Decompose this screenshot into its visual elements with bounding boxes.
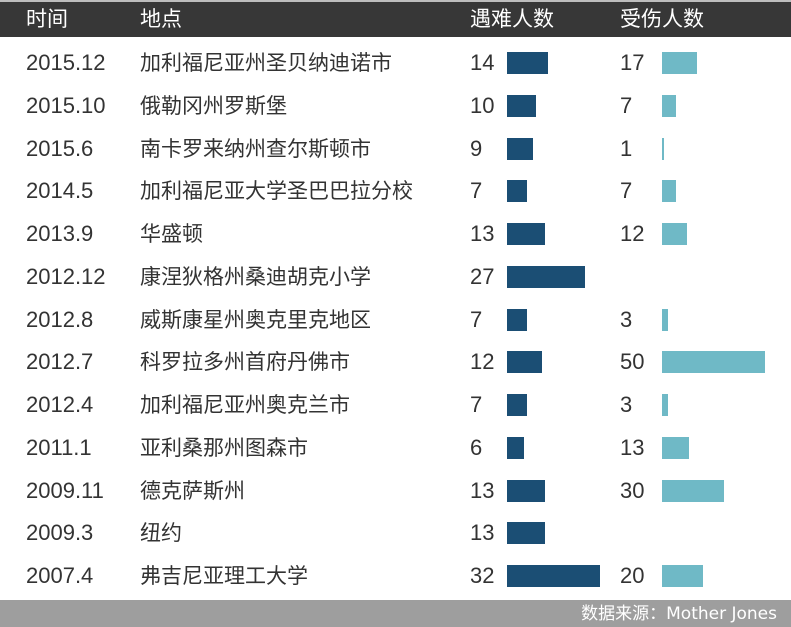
row-killed-value: 13 — [470, 520, 495, 546]
row-place: 亚利桑那州图森市 — [140, 435, 308, 460]
killed-bar — [507, 265, 586, 288]
row-injured-value: 20 — [620, 563, 645, 588]
row-injured-value: 1 — [620, 135, 633, 161]
injured-bar — [662, 308, 669, 331]
injured-bar — [662, 223, 687, 245]
header-time: 时间 — [26, 7, 68, 31]
table-row: 2012.7 科罗拉多州首府丹佛市 12 50 — [0, 341, 791, 384]
row-date: 2014.5 — [26, 178, 94, 204]
footer: 数据来源：Mother Jones — [0, 600, 791, 627]
injured-bar — [662, 479, 724, 502]
row-date: 2011.1 — [26, 434, 92, 460]
killed-bar — [507, 565, 600, 587]
header-killed: 遇难人数 — [470, 7, 554, 31]
table-row: 2015.12 加利福尼亚州圣贝纳迪诺市 14 17 — [0, 42, 791, 85]
row-killed-value: 13 — [470, 477, 495, 503]
table-row: 2012.8 威斯康星州奥克里克地区 7 3 — [0, 299, 791, 342]
row-injured-value: 50 — [620, 349, 645, 375]
injured-bar — [662, 436, 689, 459]
injured-bar — [662, 52, 697, 74]
row-killed-value: 10 — [470, 92, 495, 118]
table-row: 2009.3 纽约 13 — [0, 512, 791, 555]
row-killed-value: 7 — [470, 392, 483, 417]
killed-bar — [507, 137, 534, 160]
row-killed-value: 32 — [470, 563, 495, 588]
row-date: 2015.6 — [26, 135, 94, 161]
injured-bar — [662, 394, 669, 416]
row-injured-value: 7 — [620, 178, 633, 204]
killed-bar — [507, 436, 525, 459]
top-border — [0, 0, 791, 2]
row-date: 2012.8 — [26, 306, 94, 332]
row-injured-value: 30 — [620, 477, 645, 503]
table-row: 2007.4 弗吉尼亚理工大学 32 20 — [0, 555, 791, 598]
row-place: 加利福尼亚大学圣巴巴拉分校 — [140, 179, 413, 204]
row-injured-value: 7 — [620, 92, 633, 118]
row-killed-value: 14 — [470, 50, 495, 75]
row-place: 加利福尼亚州奥克兰市 — [140, 393, 350, 417]
table-header: 时间 地点 遇难人数 受伤人数 — [0, 2, 791, 37]
row-place: 南卡罗来纳州查尔斯顿市 — [140, 136, 371, 161]
table-row: 2012.4 加利福尼亚州奥克兰市 7 3 — [0, 384, 791, 427]
row-killed-value: 9 — [470, 135, 483, 161]
header-injured: 受伤人数 — [620, 7, 704, 31]
table-row: 2009.11 德克萨斯州 13 30 — [0, 470, 791, 513]
killed-bar — [507, 351, 542, 374]
row-injured-value: 3 — [620, 392, 633, 417]
injured-bar — [662, 180, 677, 203]
row-place: 俄勒冈州罗斯堡 — [140, 93, 287, 118]
row-place: 纽约 — [140, 521, 182, 546]
row-date: 2009.3 — [26, 520, 94, 546]
row-date: 2007.4 — [26, 563, 94, 588]
header-place: 地点 — [140, 7, 182, 31]
row-date: 2012.4 — [26, 392, 94, 417]
injured-bar — [662, 94, 677, 117]
table-row: 2014.5 加利福尼亚大学圣巴巴拉分校 7 7 — [0, 170, 791, 213]
row-injured-value: 3 — [620, 306, 633, 332]
killed-bar — [507, 52, 548, 74]
table-row: 2015.10 俄勒冈州罗斯堡 10 7 — [0, 85, 791, 128]
row-killed-value: 12 — [470, 349, 495, 375]
killed-bar — [507, 522, 545, 545]
row-injured-value: 12 — [620, 221, 645, 246]
table-row: 2012.12 康涅狄格州桑迪胡克小学 27 — [0, 256, 791, 299]
killed-bar — [507, 479, 545, 502]
row-killed-value: 7 — [470, 306, 483, 332]
table-row: 2013.9 华盛顿 13 12 — [0, 213, 791, 256]
row-date: 2012.12 — [26, 263, 106, 289]
killed-bar — [507, 223, 545, 245]
row-date: 2012.7 — [26, 349, 94, 375]
row-date: 2015.10 — [26, 92, 106, 118]
row-killed-value: 27 — [470, 263, 495, 289]
row-killed-value: 7 — [470, 178, 483, 204]
killed-bar — [507, 180, 528, 203]
row-place: 科罗拉多州首府丹佛市 — [140, 350, 350, 375]
table-row: 2011.1 亚利桑那州图森市 6 13 — [0, 427, 791, 470]
table-body: 2015.12 加利福尼亚州圣贝纳迪诺市 14 17 2015.10 俄勒冈州罗斯堡 10 7… — [0, 42, 791, 598]
source-note: 数据来源：Mother Jones — [581, 604, 777, 624]
injured-bar — [662, 137, 665, 160]
row-place: 加利福尼亚州圣贝纳迪诺市 — [140, 51, 392, 75]
injured-bar — [662, 351, 765, 374]
row-killed-value: 6 — [470, 434, 483, 460]
injured-bar — [662, 565, 703, 587]
row-place: 弗吉尼亚理工大学 — [140, 564, 308, 588]
row-place: 康涅狄格州桑迪胡克小学 — [140, 264, 371, 289]
killed-bar — [507, 308, 528, 331]
row-place: 华盛顿 — [140, 222, 203, 246]
row-killed-value: 13 — [470, 221, 495, 246]
killed-bar — [507, 94, 536, 117]
row-date: 2009.11 — [26, 477, 104, 503]
killed-bar — [507, 394, 528, 416]
row-date: 2015.12 — [26, 50, 106, 75]
row-place: 威斯康星州奥克里克地区 — [140, 307, 371, 332]
row-place: 德克萨斯州 — [140, 478, 245, 503]
row-date: 2013.9 — [26, 221, 94, 246]
row-injured-value: 13 — [620, 434, 645, 460]
table-row: 2015.6 南卡罗来纳州查尔斯顿市 9 1 — [0, 128, 791, 171]
row-injured-value: 17 — [620, 50, 645, 75]
